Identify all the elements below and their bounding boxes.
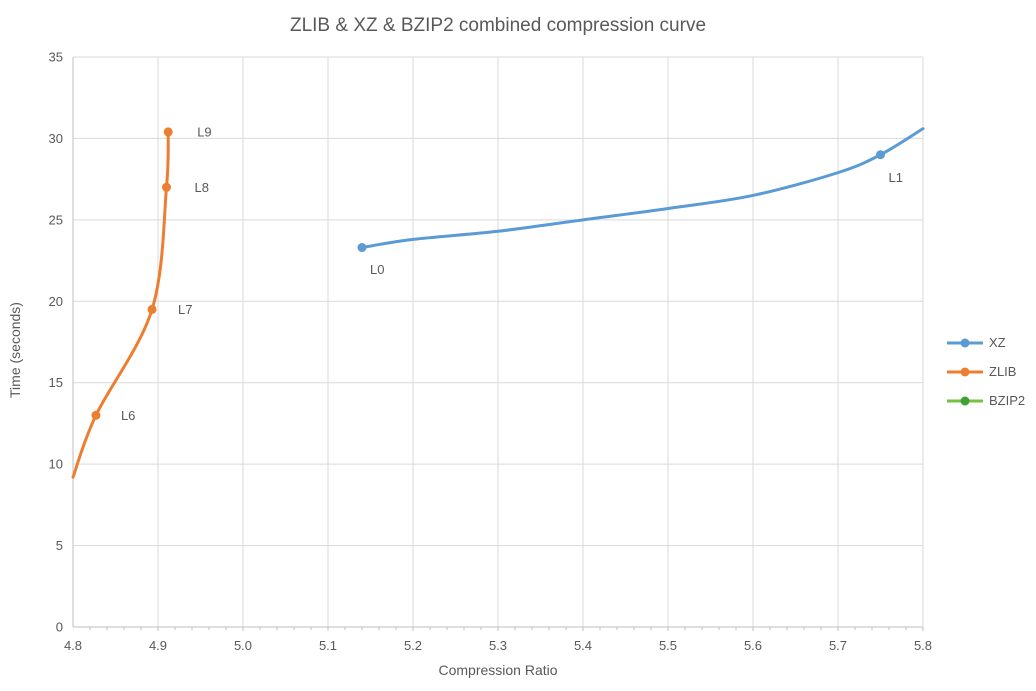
y-axis-title: Time (seconds) [7,302,23,398]
legend-label-xz: XZ [989,335,1006,350]
data-point-l0 [357,243,367,253]
y-tick-label: 15 [49,375,63,390]
y-tick-label: 10 [49,457,63,472]
y-tick-label: 25 [49,212,63,227]
x-tick-label: 4.9 [149,638,167,653]
data-point-l8 [162,182,171,192]
y-tick-label: 30 [49,131,63,146]
y-tick-label: 35 [49,50,63,65]
xz-series-marker-icon [947,338,983,347]
point-label-l7: L7 [178,302,192,317]
x-tick-label: 5.1 [319,638,337,653]
bzip2-legend-dot-icon [960,396,970,405]
legend-item-xz[interactable]: XZ [946,328,1025,357]
y-tick-label: 5 [56,538,63,553]
zlib-series-marker-icon [947,367,983,376]
x-tick-label: 5.6 [744,638,762,653]
x-tick-label: 5.2 [404,638,422,653]
point-label-l1: L1 [889,170,903,185]
x-tick-label: 5.5 [659,638,677,653]
y-tick-label: 0 [56,620,63,635]
x-tick-label: 5.4 [574,638,592,653]
xz-legend-dot-icon [960,338,970,347]
point-label-l0: L0 [370,262,384,277]
legend: XZ ZLIB BZIP2 [946,328,1025,415]
x-tick-label: 5.8 [914,638,932,653]
x-tick-label: 5.7 [829,638,847,653]
point-label-l9: L9 [197,124,211,139]
data-point-l9 [163,127,173,137]
legend-label-bzip2: BZIP2 [989,393,1026,408]
data-point-l6 [91,410,101,420]
point-label-l8: L8 [195,180,209,195]
x-tick-label: 4.8 [64,638,82,653]
y-tick-label: 20 [49,294,63,309]
series-line-xz [360,127,925,250]
data-point-l7 [147,304,157,314]
zlib-legend-dot-icon [960,367,970,376]
series-line-zlib [71,130,170,479]
point-label-l6: L6 [121,408,135,423]
data-point-l1 [876,150,885,160]
x-tick-label: 5.3 [489,638,507,653]
legend-item-zlib[interactable]: ZLIB [946,357,1025,386]
legend-label-zlib: ZLIB [989,364,1017,379]
legend-item-bzip2[interactable]: BZIP2 [946,386,1025,415]
x-tick-label: 5.0 [234,638,252,653]
x-axis-title: Compression Ratio [438,662,558,678]
chart-title: ZLIB & XZ & BZIP2 combined compression c… [289,15,707,36]
bzip2-series-marker-icon [947,396,983,405]
